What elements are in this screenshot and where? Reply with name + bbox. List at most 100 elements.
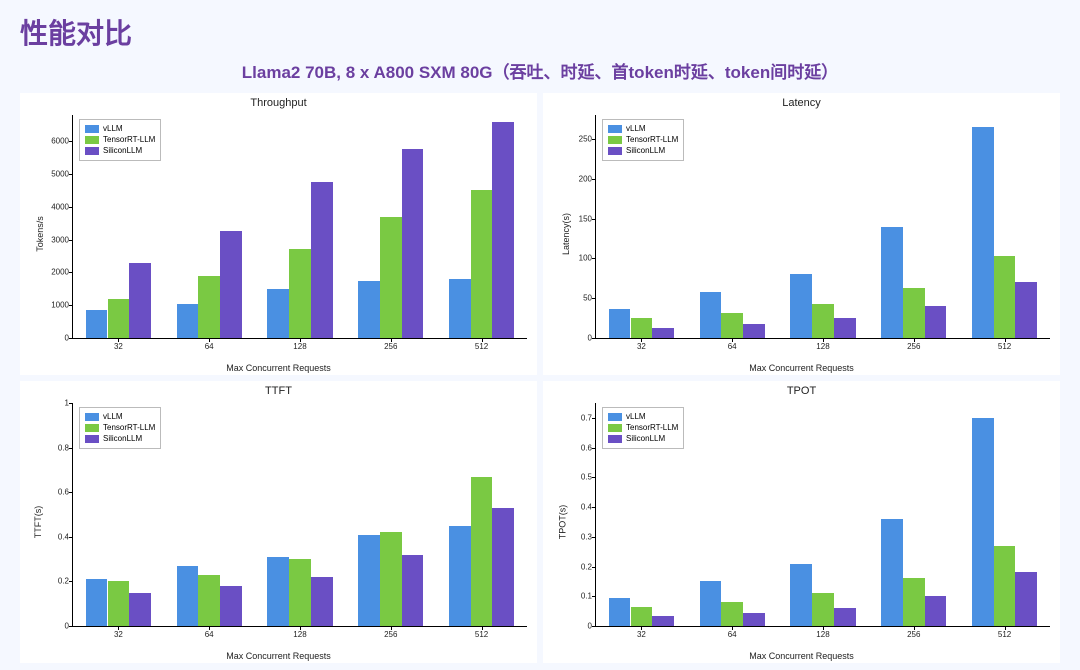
- legend-swatch: [85, 136, 99, 144]
- legend-label: SiliconLLM: [626, 433, 665, 444]
- bar-SiliconLLM: [129, 263, 151, 338]
- bar-TensorRT-LLM: [198, 575, 220, 626]
- bar-TensorRT-LLM: [471, 477, 493, 626]
- legend: vLLMTensorRT-LLMSiliconLLM: [79, 119, 161, 161]
- legend-swatch: [608, 424, 622, 432]
- legend-item: vLLM: [608, 411, 678, 422]
- bar-SiliconLLM: [402, 555, 424, 626]
- legend-swatch: [85, 435, 99, 443]
- legend-item: vLLM: [85, 411, 155, 422]
- legend-label: vLLM: [626, 123, 646, 134]
- bar-SiliconLLM: [220, 231, 242, 338]
- legend-item: SiliconLLM: [85, 433, 155, 444]
- bar-vLLM: [449, 279, 471, 338]
- y-axis-label: TPOT(s): [557, 505, 567, 540]
- bar-SiliconLLM: [1015, 572, 1037, 626]
- bar-SiliconLLM: [652, 616, 674, 626]
- legend-item: TensorRT-LLM: [608, 134, 678, 145]
- bar-TensorRT-LLM: [721, 602, 743, 626]
- bar-vLLM: [609, 598, 631, 626]
- bar-vLLM: [358, 535, 380, 626]
- x-tick-mark: [482, 626, 483, 630]
- legend-item: TensorRT-LLM: [85, 134, 155, 145]
- bar-TensorRT-LLM: [812, 593, 834, 626]
- bar-vLLM: [177, 566, 199, 626]
- panel-latency: Latency0501001502002503264128256512vLLMT…: [543, 93, 1060, 375]
- x-axis-label: Max Concurrent Requests: [543, 363, 1060, 373]
- bar-SiliconLLM: [220, 586, 242, 626]
- legend-label: SiliconLLM: [103, 145, 142, 156]
- x-tick-mark: [641, 626, 642, 630]
- page-subtitle: Llama2 70B, 8 x A800 SXM 80G（吞吐、时延、首toke…: [20, 58, 1060, 83]
- bar-SiliconLLM: [492, 508, 514, 626]
- bar-SiliconLLM: [402, 149, 424, 338]
- legend-swatch: [85, 125, 99, 133]
- bar-TensorRT-LLM: [812, 304, 834, 338]
- x-tick-mark: [482, 338, 483, 342]
- x-tick-mark: [1005, 626, 1006, 630]
- x-axis-label: Max Concurrent Requests: [20, 651, 537, 661]
- bar-TensorRT-LLM: [631, 318, 653, 338]
- bar-TensorRT-LLM: [380, 532, 402, 626]
- x-axis-label: Max Concurrent Requests: [543, 651, 1060, 661]
- x-tick-mark: [1005, 338, 1006, 342]
- bar-vLLM: [86, 310, 108, 338]
- bar-vLLM: [790, 564, 812, 626]
- legend: vLLMTensorRT-LLMSiliconLLM: [602, 407, 684, 449]
- x-tick-mark: [732, 338, 733, 342]
- bar-vLLM: [972, 127, 994, 338]
- bar-SiliconLLM: [925, 306, 947, 338]
- x-tick-mark: [118, 626, 119, 630]
- bar-TensorRT-LLM: [108, 299, 130, 338]
- legend-item: SiliconLLM: [85, 145, 155, 156]
- bar-vLLM: [267, 557, 289, 626]
- bar-SiliconLLM: [311, 577, 333, 626]
- y-tick-mark: [592, 338, 596, 339]
- bar-vLLM: [881, 227, 903, 339]
- bar-SiliconLLM: [1015, 282, 1037, 338]
- bar-TensorRT-LLM: [903, 578, 925, 626]
- x-tick-mark: [391, 626, 392, 630]
- y-tick-mark: [69, 338, 73, 339]
- legend-label: vLLM: [626, 411, 646, 422]
- legend-swatch: [608, 435, 622, 443]
- x-tick-mark: [914, 626, 915, 630]
- x-tick-mark: [209, 338, 210, 342]
- bar-TensorRT-LLM: [903, 288, 925, 338]
- x-tick-mark: [732, 626, 733, 630]
- bar-TensorRT-LLM: [108, 581, 130, 626]
- legend: vLLMTensorRT-LLMSiliconLLM: [602, 119, 684, 161]
- bar-TensorRT-LLM: [994, 546, 1016, 626]
- bar-vLLM: [449, 526, 471, 626]
- bar-vLLM: [972, 418, 994, 626]
- legend-label: SiliconLLM: [626, 145, 665, 156]
- bar-TensorRT-LLM: [198, 276, 220, 338]
- plot-area: 00.10.20.30.40.50.60.73264128256512vLLMT…: [595, 403, 1050, 627]
- x-tick-mark: [300, 626, 301, 630]
- chart-title: Latency: [543, 97, 1060, 109]
- x-tick-mark: [914, 338, 915, 342]
- panel-throughput: Throughput010002000300040005000600032641…: [20, 93, 537, 375]
- bar-vLLM: [267, 289, 289, 338]
- legend-swatch: [85, 424, 99, 432]
- legend-swatch: [85, 413, 99, 421]
- legend-swatch: [85, 147, 99, 155]
- legend-label: SiliconLLM: [103, 433, 142, 444]
- legend-label: vLLM: [103, 123, 123, 134]
- bar-TensorRT-LLM: [380, 217, 402, 338]
- chart-title: TPOT: [543, 385, 1060, 397]
- x-tick-mark: [391, 338, 392, 342]
- legend-swatch: [608, 125, 622, 133]
- legend-swatch: [608, 136, 622, 144]
- page-title: 性能对比: [20, 12, 1060, 52]
- bar-vLLM: [700, 581, 722, 626]
- y-axis-label: Latency(s): [561, 213, 571, 255]
- x-tick-mark: [209, 626, 210, 630]
- bar-TensorRT-LLM: [631, 607, 653, 626]
- bar-vLLM: [700, 292, 722, 338]
- y-tick-mark: [592, 626, 596, 627]
- y-tick-mark: [69, 626, 73, 627]
- bar-SiliconLLM: [834, 608, 856, 626]
- bar-SiliconLLM: [743, 613, 765, 626]
- bar-SiliconLLM: [311, 182, 333, 338]
